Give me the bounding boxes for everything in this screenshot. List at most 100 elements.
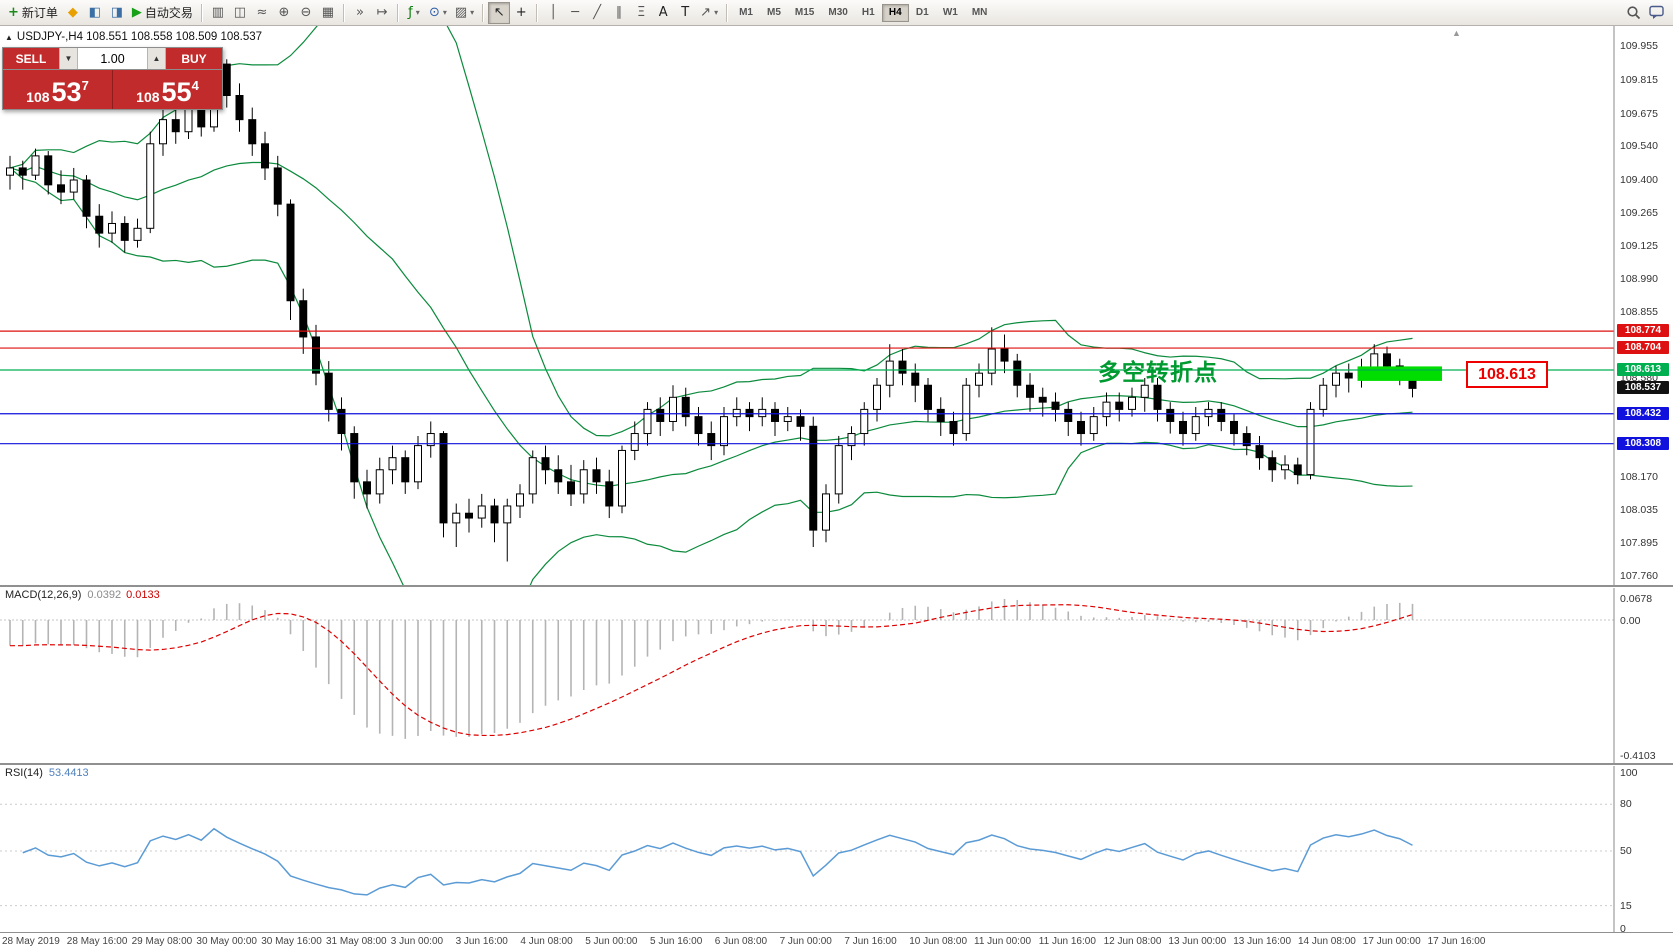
timeframe-button-w1[interactable]: W1	[936, 4, 965, 22]
indicators-button[interactable]: ƒ ▾	[403, 2, 425, 24]
auto-trading-button[interactable]: ▶ 自动交易	[128, 2, 197, 24]
rsi-axis: 100 80 50 15 0	[1616, 765, 1673, 935]
text-label-icon: T	[681, 5, 690, 20]
pane-splitter[interactable]	[0, 585, 1673, 588]
rsi-value: 53.4413	[48, 767, 89, 779]
line-chart-button[interactable]: ≈	[251, 2, 273, 24]
time-axis-label: 6 Jun 08:00	[714, 936, 768, 947]
time-axis-label: 11 Jun 16:00	[1038, 936, 1096, 947]
buy-button[interactable]: BUY	[166, 48, 222, 69]
sell-price-pip: 7	[81, 78, 89, 93]
highlight-rectangle[interactable]	[1357, 366, 1443, 381]
sell-button[interactable]: SELL	[3, 48, 59, 69]
new-order-button[interactable]: + 新订单	[4, 2, 62, 24]
fibonacci-button[interactable]: Ξ	[630, 2, 652, 24]
macd-pane[interactable]	[0, 587, 1673, 763]
candlestick-chart-button[interactable]: ◫	[229, 2, 251, 24]
zoom-in-button[interactable]: ⊕	[273, 2, 295, 24]
arrows-button[interactable]: ↗ ▾	[696, 2, 722, 24]
timeframe-button-mn[interactable]: MN	[965, 4, 995, 22]
price-callout-label[interactable]: 108.613	[1466, 361, 1548, 388]
time-axis-label: 30 May 00:00	[196, 936, 257, 947]
zoom-in-icon: ⊕	[278, 5, 290, 20]
chat-button[interactable]	[1645, 2, 1669, 24]
price-axis[interactable]: 109.955 109.815 109.675 109.540 109.400 109.2…	[1616, 26, 1673, 585]
chat-icon	[1649, 5, 1664, 19]
chevron-down-icon: ▾	[714, 8, 719, 17]
new-order-label: 新订单	[21, 6, 58, 20]
macd-signal-line	[9, 604, 1413, 737]
price-tick-label: 108.855	[1620, 305, 1658, 318]
timeframe-button-m5[interactable]: M5	[760, 4, 788, 22]
toolbar-separator	[200, 3, 203, 22]
sell-price-button[interactable]: 108 53 7	[3, 70, 112, 109]
text-button[interactable]: A	[652, 2, 674, 24]
horizontal-line-button[interactable]: ─	[564, 2, 586, 24]
chart-shift-icon: ↦	[376, 5, 388, 20]
vertical-line-icon: │	[549, 5, 558, 20]
collapse-one-click-icon[interactable]: ▲	[5, 32, 13, 42]
price-tick-label: 109.955	[1620, 40, 1658, 52]
market-watch-button[interactable]: ◆	[62, 2, 84, 24]
rsi-scale-label: 0	[1620, 923, 1626, 935]
chevron-down-icon: ▾	[442, 8, 447, 17]
timeframe-button-m30[interactable]: M30	[821, 4, 854, 22]
time-axis-label: 13 Jun 16:00	[1233, 936, 1292, 947]
vertical-line-button[interactable]: │	[542, 2, 564, 24]
price-tick-label: 109.675	[1620, 107, 1658, 120]
volume-increase-button[interactable]: ▲	[147, 48, 166, 69]
pane-splitter[interactable]	[0, 763, 1673, 766]
time-axis[interactable]: 28 May 2019 28 May 16:00 29 May 08:00 30 Ma…	[0, 932, 1673, 950]
main-chart[interactable]	[0, 26, 1673, 585]
time-axis-label: 11 Jun 00:00	[974, 936, 1032, 947]
volume-decrease-button[interactable]: ▼	[59, 48, 78, 69]
cursor-button[interactable]: ↖	[488, 1, 511, 24]
market-watch-icon: ◆	[67, 5, 78, 20]
volume-input[interactable]: 1.00	[78, 48, 147, 69]
data-window-button[interactable]: ◧	[84, 2, 106, 24]
time-axis-label: 28 May 2019	[2, 936, 60, 947]
price-tick-label: 109.540	[1620, 140, 1658, 153]
toolbar-separator	[342, 3, 345, 22]
time-axis-label: 14 Jun 08:00	[1298, 936, 1356, 947]
horizontal-level-lines[interactable]	[0, 330, 1614, 445]
chevron-down-icon: ▾	[415, 8, 420, 17]
navigator-button[interactable]: ◨	[106, 2, 128, 24]
rsi-scale-label: 50	[1620, 845, 1632, 857]
channel-button[interactable]: ∥	[608, 2, 630, 24]
chart-annotation-text[interactable]: 多空转折点	[1098, 359, 1218, 385]
chart-shift-marker-icon: ▲	[1452, 28, 1461, 38]
timeframe-button-m15[interactable]: M15	[788, 4, 821, 22]
toolbar-separator	[726, 3, 729, 22]
rsi-scale-label: 100	[1620, 767, 1638, 779]
rsi-pane[interactable]	[0, 765, 1673, 932]
periods-button[interactable]: ⊙ ▾	[425, 2, 451, 24]
toolbar-separator	[482, 3, 485, 22]
auto-scroll-button[interactable]: »	[349, 2, 371, 24]
trendline-button[interactable]: ╱	[586, 2, 608, 24]
chart-shift-button[interactable]: ↦	[371, 2, 393, 24]
macd-name: MACD(12,26,9)	[5, 589, 82, 601]
tile-windows-button[interactable]: ▦	[317, 2, 339, 24]
toolbar-separator	[536, 3, 539, 22]
search-button[interactable]	[1622, 2, 1645, 24]
time-axis-label: 17 Jun 16:00	[1427, 936, 1486, 947]
templates-button[interactable]: ▨ ▾	[451, 2, 478, 24]
timeframe-button-m1[interactable]: M1	[732, 4, 760, 22]
auto-trading-icon: ▶	[131, 5, 142, 20]
sell-price-prefix: 108	[26, 89, 50, 105]
time-axis-label: 7 Jun 16:00	[844, 936, 897, 947]
buy-price-button[interactable]: 108 55 4	[112, 70, 222, 109]
text-icon: A	[658, 5, 668, 20]
timeframe-button-h1[interactable]: H1	[855, 4, 882, 22]
cursor-icon: ↖	[493, 5, 505, 20]
timeframe-button-d1[interactable]: D1	[909, 4, 936, 22]
timeframe-button-h4[interactable]: H4	[881, 3, 909, 22]
zoom-out-button[interactable]: ⊖	[295, 2, 317, 24]
crosshair-button[interactable]: +	[510, 2, 532, 24]
time-axis-label: 28 May 16:00	[66, 936, 128, 947]
trendline-icon: ╱	[593, 5, 602, 20]
time-axis-label: 31 May 08:00	[326, 936, 387, 947]
bar-chart-button[interactable]: ▥	[207, 2, 229, 24]
text-label-button[interactable]: T	[674, 2, 696, 24]
